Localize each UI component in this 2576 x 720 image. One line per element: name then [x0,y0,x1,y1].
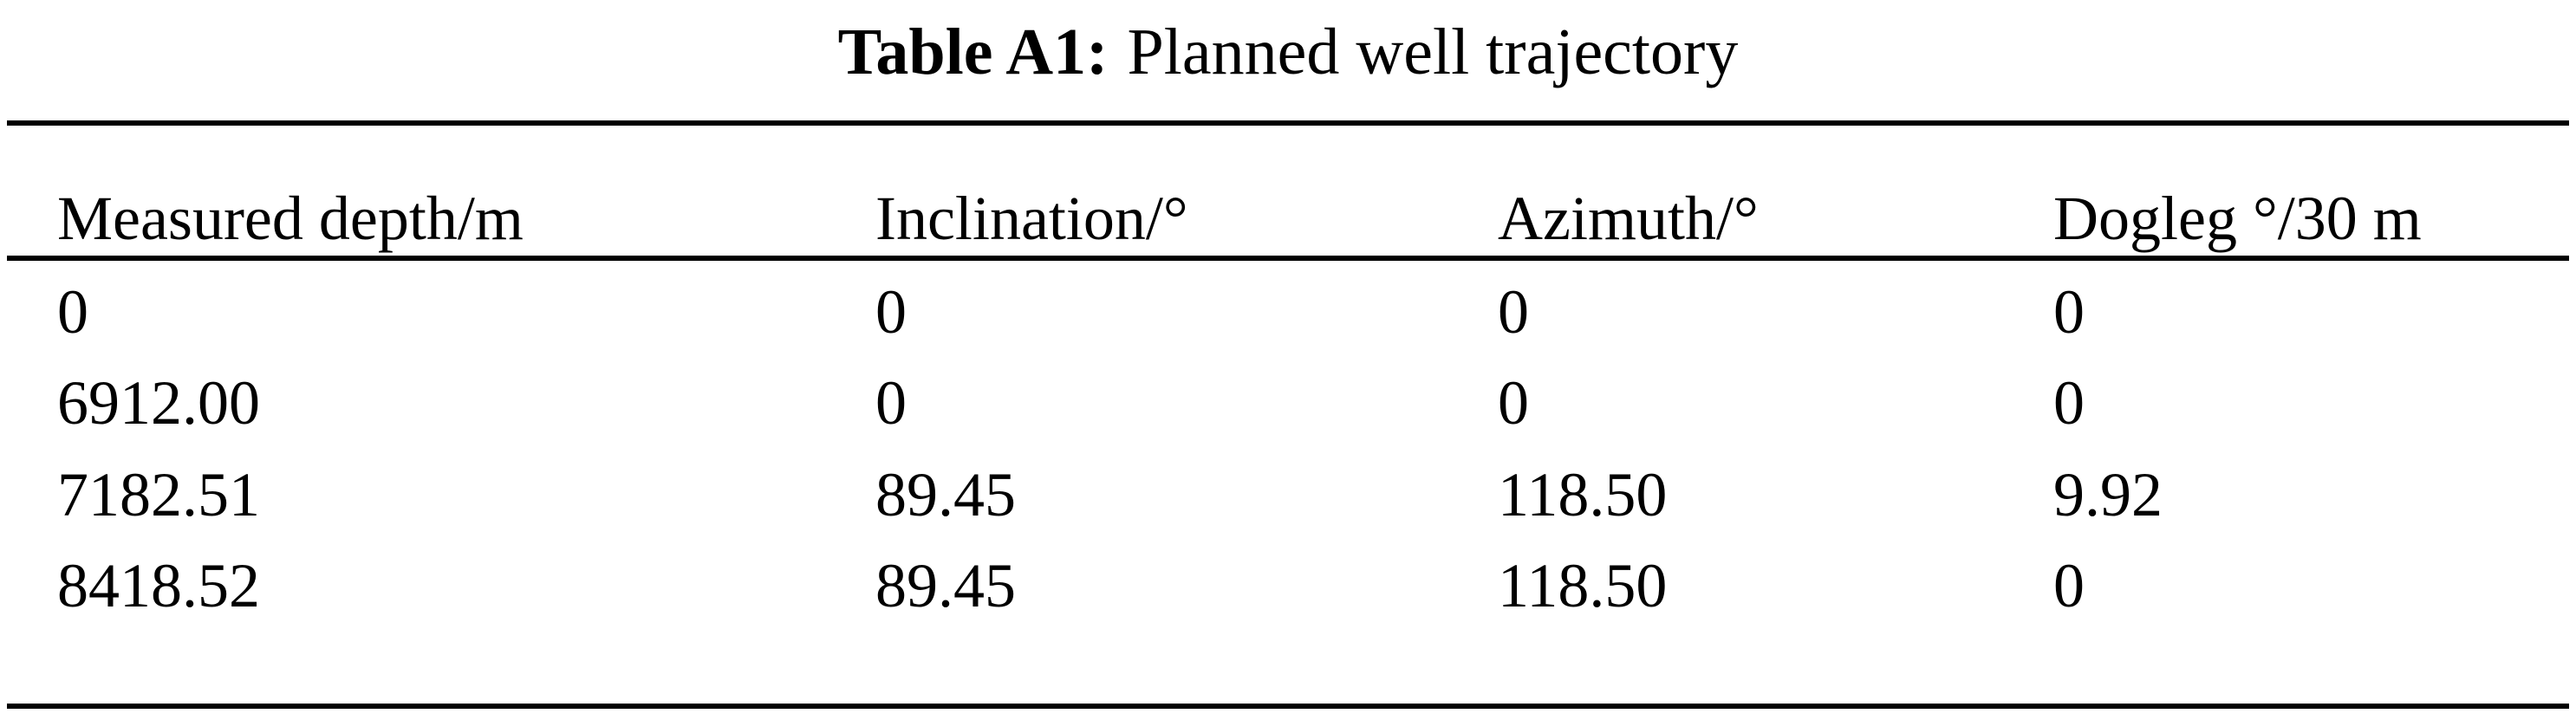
cell-measured-depth: 0 [57,277,88,347]
table-caption: Planned well trajectory [1127,16,1739,88]
header-azimuth: Azimuth/° [1498,184,1759,253]
cell-azimuth: 0 [1498,277,1529,347]
cell-inclination: 0 [875,368,907,438]
bottom-rule [7,704,2569,709]
table-label: Table A1: [837,16,1109,88]
table-row: 6912.00 0 0 0 [0,358,2576,448]
header-dogleg: Dogleg °/30 m [2053,184,2422,253]
cell-dogleg: 0 [2053,368,2085,438]
header-rule [7,256,2569,261]
cell-azimuth: 118.50 [1498,551,1668,620]
cell-azimuth: 118.50 [1498,460,1668,529]
cell-measured-depth: 6912.00 [57,368,260,438]
cell-inclination: 0 [875,277,907,347]
table-row: 8418.52 89.45 118.50 0 [0,541,2576,631]
table-row: 0 0 0 0 [0,267,2576,357]
header-measured-depth: Measured depth/m [57,184,524,253]
header-inclination: Inclination/° [875,184,1188,253]
table-row: 7182.51 89.45 118.50 9.92 [0,450,2576,540]
cell-dogleg: 0 [2053,551,2085,620]
top-rule [7,120,2569,126]
cell-azimuth: 0 [1498,368,1529,438]
cell-dogleg: 9.92 [2053,460,2163,529]
cell-measured-depth: 8418.52 [57,551,260,620]
cell-measured-depth: 7182.51 [57,460,260,529]
cell-dogleg: 0 [2053,277,2085,347]
header-row: Measured depth/m Inclination/° Azimuth/°… [0,173,2576,263]
cell-inclination: 89.45 [875,551,1016,620]
cell-inclination: 89.45 [875,460,1016,529]
table-title: Table A1: Planned well trajectory [0,9,2576,95]
